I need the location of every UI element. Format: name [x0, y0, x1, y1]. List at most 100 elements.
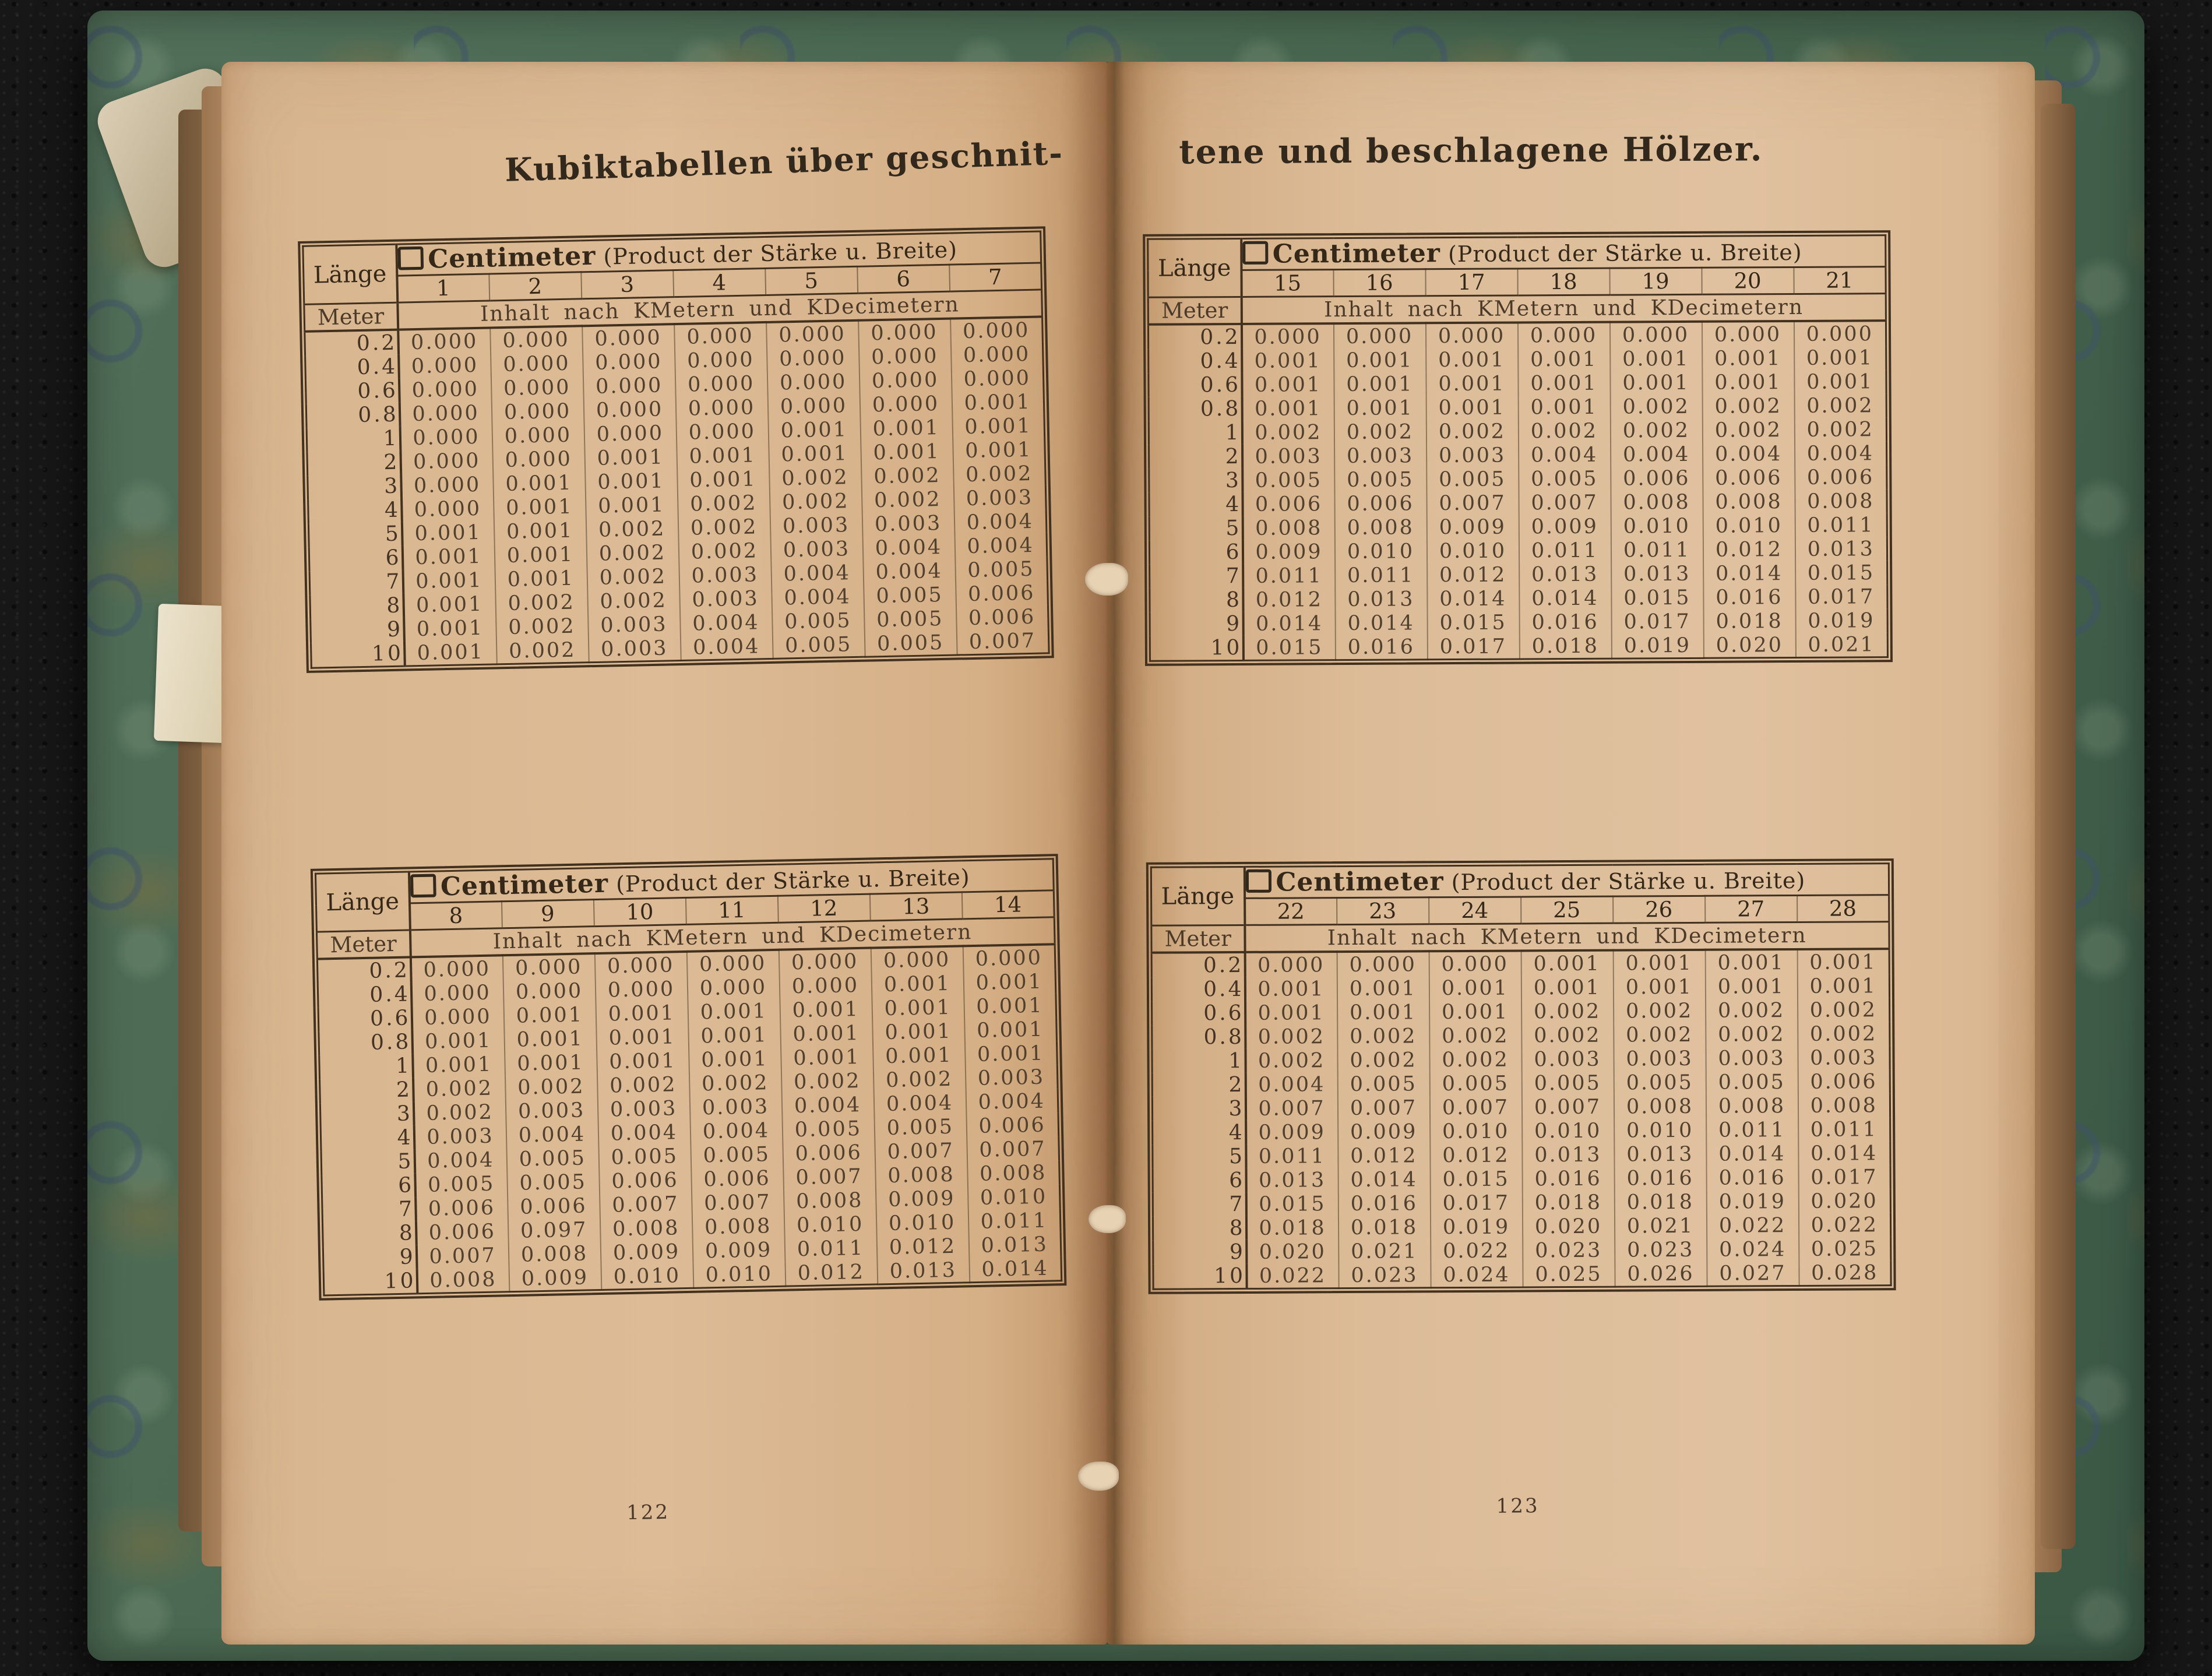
value-cell: 0.021 — [1795, 632, 1888, 658]
value-cell: 0.004 — [506, 1122, 598, 1148]
value-cell: 0.009 — [1337, 1119, 1430, 1145]
value-cell: 0.011 — [1334, 563, 1427, 588]
length-cell: 0.6 — [305, 378, 400, 404]
value-cell: 0.000 — [595, 976, 688, 1003]
value-cell: 0.008 — [783, 1188, 876, 1214]
value-cell: 0.001 — [872, 1019, 965, 1045]
value-cell: 0.016 — [1614, 1166, 1707, 1191]
value-cell: 0.000 — [859, 367, 952, 393]
torn-paper-notch — [1089, 1205, 1126, 1233]
table-row: 4 0.009 0.009 0.010 0.010 0.010 0.011 0.011 — [1152, 1117, 1890, 1145]
value-cell: 0.001 — [1794, 346, 1886, 370]
value-cell: 0.002 — [689, 1070, 782, 1096]
value-cell: 0.002 — [873, 1066, 966, 1093]
table-row: 7 0.015 0.016 0.017 0.018 0.018 0.019 0.020 — [1153, 1189, 1891, 1217]
value-cell: 0.000 — [779, 973, 872, 999]
value-cell: 0.097 — [508, 1217, 601, 1244]
value-cell: 0.000 — [1337, 951, 1429, 977]
value-cell: 0.000 — [582, 324, 675, 351]
value-cell: 0.008 — [508, 1241, 601, 1267]
value-cell: 0.002 — [1702, 393, 1795, 418]
value-cell: 0.011 — [784, 1235, 877, 1262]
length-cell: 9 — [1153, 1240, 1246, 1265]
table-row: 2 0.003 0.003 0.003 0.004 0.004 0.004 0.004 — [1149, 441, 1887, 469]
value-cell: 0.009 — [1255, 540, 1323, 564]
value-cell: 0.015 — [1795, 561, 1887, 585]
value-cell: 0.004 — [598, 1119, 691, 1146]
value-cell: 0.001 — [504, 1050, 597, 1076]
value-cell: 0.005 — [1521, 1071, 1614, 1096]
value-cell: 0.001 — [1518, 395, 1611, 420]
centimeter-label: Centimeter — [427, 241, 596, 274]
value-cell: 0.008 — [1614, 1094, 1706, 1119]
length-cell: 3 — [320, 1101, 414, 1128]
value-cell: 0.001 — [1258, 1001, 1325, 1025]
length-cell: 10 — [1153, 1263, 1247, 1290]
length-cell: 1 — [1151, 1048, 1246, 1073]
value-cell: 0.004 — [770, 560, 864, 586]
value-cell: 0.004 — [862, 534, 955, 561]
centimeter-label: Centimeter — [1276, 867, 1444, 897]
column-header-cell: 14 — [961, 890, 1055, 919]
value-cell: 0.002 — [1705, 1022, 1798, 1047]
value-cell: 0.003 — [427, 1124, 495, 1149]
value-cell: 0.005 — [1429, 1071, 1522, 1096]
value-cell: 0.001 — [503, 1026, 597, 1052]
value-cell: 0.001 — [1337, 976, 1429, 1001]
value-cell: 0.009 — [600, 1239, 693, 1265]
length-cell: 0.6 — [1148, 372, 1242, 397]
table-row: 0.8 0.001 0.001 0.001 0.001 0.002 0.002 0.002 — [1149, 393, 1887, 421]
inhalt-label-cell: Inhalt nach KMetern und KDecimetern — [1244, 921, 1890, 952]
column-header-cell: 23 — [1336, 897, 1429, 925]
value-cell: 0.002 — [677, 490, 770, 517]
square-unit-icon — [1242, 241, 1268, 265]
value-cell: 0.000 — [491, 375, 584, 401]
value-cell: 0.027 — [1706, 1260, 1799, 1287]
value-cell: 0.004 — [427, 1148, 495, 1173]
value-cell: 0.002 — [1337, 1048, 1430, 1073]
value-cell: 0.000 — [779, 948, 872, 975]
value-cell: 0.000 — [1257, 953, 1325, 977]
value-cell: 0.002 — [597, 1072, 690, 1098]
length-cell: 0.4 — [1151, 977, 1245, 1002]
value-cell: 0.002 — [1794, 417, 1887, 442]
value-cell: 0.014 — [1335, 611, 1428, 636]
value-cell: 0.014 — [1255, 611, 1323, 636]
value-cell: 0.001 — [503, 1002, 596, 1029]
value-cell: 0.003 — [1797, 1045, 1890, 1070]
column-header-cell: 28 — [1797, 895, 1889, 922]
length-cell: 7 — [309, 569, 403, 596]
value-cell: 0.002 — [586, 540, 679, 566]
value-cell: 0.001 — [1254, 396, 1322, 421]
centimeter-header-cell: Centimeter (Product der Stärke u. Breite… — [1241, 235, 1886, 270]
value-cell: 0.003 — [1255, 444, 1322, 469]
value-cell: 0.001 — [1429, 976, 1521, 1001]
value-cell: 0.000 — [1794, 321, 1886, 346]
value-cell: 0.003 — [597, 1096, 691, 1122]
value-cell: 0.005 — [782, 1116, 875, 1142]
value-cell: 0.000 — [490, 351, 583, 377]
value-cell: 0.002 — [1429, 1023, 1521, 1048]
value-cell: 0.003 — [770, 512, 863, 538]
page-number-right: 123 — [1496, 1494, 1540, 1518]
value-cell: 0.011 — [1795, 513, 1887, 537]
value-cell: 0.016 — [1522, 1166, 1615, 1191]
length-cell: 4 — [1149, 492, 1243, 517]
value-cell: 0.001 — [596, 1048, 689, 1075]
value-cell: 0.000 — [766, 320, 859, 347]
length-cell: 2 — [307, 450, 401, 476]
length-cell: 6 — [321, 1173, 415, 1199]
value-cell: 0.012 — [784, 1259, 878, 1287]
value-cell: 0.018 — [1259, 1216, 1326, 1240]
value-cell: 0.008 — [1798, 1093, 1890, 1118]
value-cell: 0.001 — [424, 1029, 492, 1054]
value-cell: 0.003 — [1705, 1045, 1798, 1071]
value-cell: 0.006 — [1334, 491, 1427, 516]
length-cell: 9 — [310, 617, 404, 643]
value-cell: 0.002 — [1426, 419, 1519, 444]
value-cell: 0.010 — [784, 1212, 877, 1238]
value-cell: 0.001 — [1517, 371, 1611, 396]
value-cell: 0.009 — [692, 1237, 785, 1263]
right-page: tene und beschlagene Hölzer. Länge Centim… — [1107, 62, 2035, 1645]
value-cell: 0.000 — [674, 322, 767, 350]
